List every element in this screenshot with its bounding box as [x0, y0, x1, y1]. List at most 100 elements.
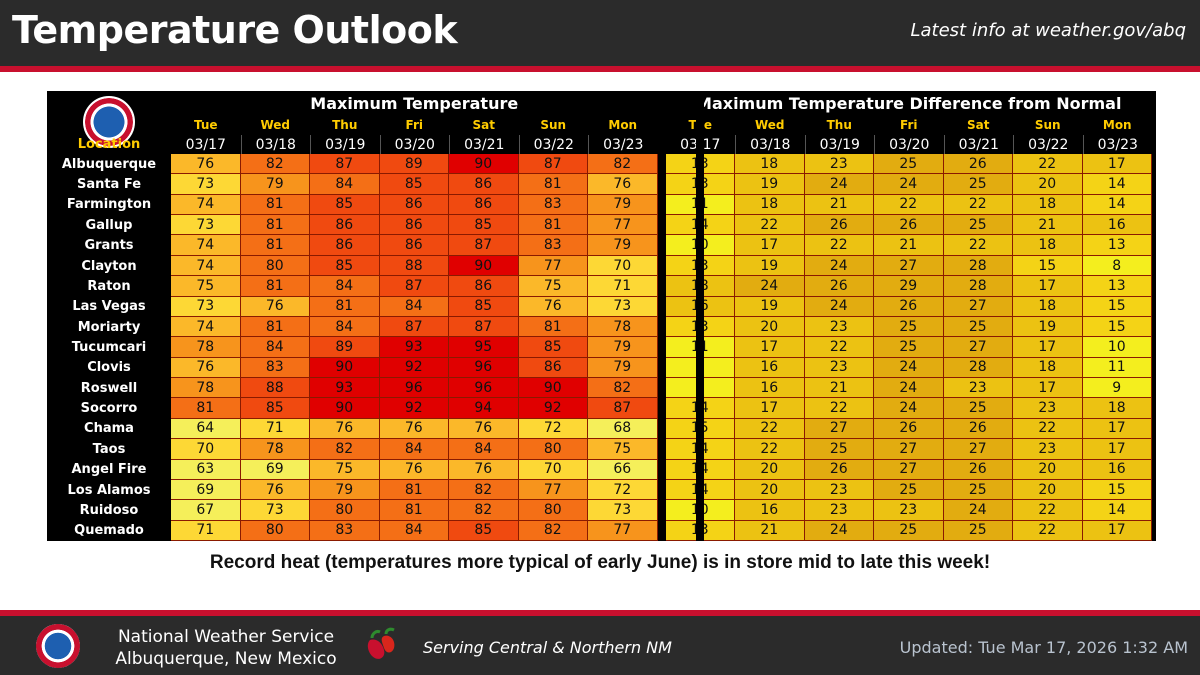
diff-temp-cell: 25: [874, 520, 944, 541]
diff-temp-cell: 17: [1082, 520, 1152, 541]
max-temp-cell: 63: [171, 459, 241, 480]
location-name: Santa Fe: [76, 177, 142, 193]
max-temp-cell: 68: [588, 418, 658, 440]
diff-temp-cell: 23: [804, 357, 874, 379]
max-temp-cell: 82: [588, 378, 658, 399]
diff-temp-cell: 16: [735, 357, 805, 379]
max-temp-cell: 73: [588, 500, 658, 521]
diff-date-header: 03/18: [735, 135, 805, 154]
max-temp-cell: 82: [588, 154, 658, 175]
max-temp-cell: 66: [588, 459, 658, 480]
max-date-header: 03/19: [310, 135, 380, 154]
page-header: Temperature Outlook Latest info at weath…: [0, 0, 1200, 66]
table-divider: [696, 91, 704, 541]
header-red-bar: [0, 66, 1200, 72]
max-temp-cell: 76: [379, 459, 449, 480]
diff-temp-cell: 22: [735, 439, 805, 460]
diff-temp-cell: 29: [874, 276, 944, 297]
diff-temp-cell: 25: [874, 337, 944, 358]
diff-temp-cell: 24: [804, 174, 874, 195]
max-temp-cell: 87: [449, 316, 519, 338]
location-name: Tucumcari: [71, 339, 147, 355]
diff-temp-cell: 18: [1013, 235, 1083, 256]
diff-temp-cell: 22: [735, 215, 805, 236]
max-temp-cell: 72: [518, 418, 588, 440]
location-name: Ruidoso: [79, 502, 139, 518]
max-temp-cell: 74: [171, 316, 241, 338]
max-temp-cell: 92: [379, 398, 449, 419]
diff-temp-cell: 18: [1013, 357, 1083, 379]
max-temp-cell: 84: [310, 316, 380, 338]
max-temp-cell: 73: [171, 215, 241, 236]
max-temp-cell: 92: [518, 398, 588, 419]
max-temp-cell: 76: [240, 296, 310, 317]
max-temp-cell: 69: [171, 479, 241, 501]
diff-temp-cell: 26: [874, 215, 944, 236]
diff-temp-cell: 11: [1082, 357, 1152, 379]
nws-seal-icon: [83, 96, 135, 148]
diff-temp-cell: 28: [943, 255, 1013, 277]
max-temp-cell: 89: [379, 154, 449, 175]
diff-temp-cell: 26: [804, 215, 874, 236]
diff-temp-cell: 17: [735, 337, 805, 358]
diff-temp-cell: 27: [874, 439, 944, 460]
max-temp-cell: 96: [449, 357, 519, 379]
max-temp-cell: 86: [310, 215, 380, 236]
max-temp-cell: 80: [518, 439, 588, 460]
diff-temp-cell: 27: [943, 296, 1013, 317]
diff-temp-cell: 18: [1082, 398, 1152, 419]
diff-temp-cell: 23: [874, 500, 944, 521]
max-temp-cell: 77: [518, 479, 588, 501]
diff-temp-cell: 25: [943, 174, 1013, 195]
diff-temp-cell: 18: [735, 154, 805, 175]
diff-temp-cell: 17: [1082, 154, 1152, 175]
diff-temp-cell: 16: [735, 378, 805, 399]
max-temp-cell: 86: [379, 215, 449, 236]
diff-temp-cell: 22: [735, 418, 805, 440]
max-temp-cell: 85: [240, 398, 310, 419]
diff-temp-cell: 15: [1082, 479, 1152, 501]
footer-serving-area: Serving Central & Northern NM: [423, 638, 672, 657]
header-info-link[interactable]: Latest info at weather.gov/abq: [910, 20, 1186, 41]
max-temp-cell: 73: [588, 296, 658, 317]
diff-date-header: 03/21: [943, 135, 1014, 154]
diff-temp-cell: 23: [1013, 398, 1083, 419]
max-temp-cell: 79: [588, 337, 658, 358]
max-temp-cell: 88: [240, 378, 310, 399]
diff-temp-cell: 22: [943, 194, 1013, 216]
max-temp-cell: 73: [171, 174, 241, 195]
diff-temp-cell: 24: [735, 276, 805, 297]
max-temp-cell: 83: [240, 357, 310, 379]
diff-temp-cell: 24: [804, 520, 874, 541]
max-temp-cell: 78: [171, 337, 241, 358]
max-temp-cell: 81: [379, 500, 449, 521]
diff-temp-cell: 21: [804, 194, 874, 216]
diff-temp-cell: 17: [1013, 378, 1083, 399]
max-temp-cell: 85: [379, 174, 449, 195]
max-day-header: Tue: [193, 118, 218, 132]
diff-temp-cell: 14: [1082, 194, 1152, 216]
diff-temp-cell: 13: [1082, 235, 1152, 256]
max-temp-title: Maximum Temperature: [310, 93, 519, 113]
max-temp-cell: 86: [449, 174, 519, 195]
max-temp-cell: 85: [310, 194, 380, 216]
diff-temp-cell: 20: [735, 459, 805, 480]
diff-temp-cell: 27: [874, 255, 944, 277]
diff-temp-cell: 21: [1013, 215, 1083, 236]
diff-temp-cell: 17: [1082, 418, 1152, 440]
chile-pepper-icon: [367, 627, 395, 659]
location-name: Taos: [92, 441, 126, 457]
diff-temp-cell: 23: [804, 316, 874, 338]
diff-temp-cell: 24: [804, 296, 874, 317]
diff-day-header: Wed: [754, 118, 785, 132]
location-name: Roswell: [80, 380, 138, 396]
max-temp-cell: 84: [379, 439, 449, 460]
caption-text: Record heat (temperatures more typical o…: [209, 552, 991, 573]
diff-temp-cell: 25: [874, 154, 944, 175]
diff-temp-cell: 22: [804, 235, 874, 256]
temperature-table: Maximum Temperature Maximum Temperature D…: [47, 91, 1156, 541]
max-temp-cell: 90: [449, 154, 519, 175]
max-temp-cell: 77: [588, 520, 658, 541]
diff-temp-title: Maximum Temperature Difference from Norm…: [696, 93, 1122, 113]
max-temp-cell: 76: [379, 418, 449, 440]
